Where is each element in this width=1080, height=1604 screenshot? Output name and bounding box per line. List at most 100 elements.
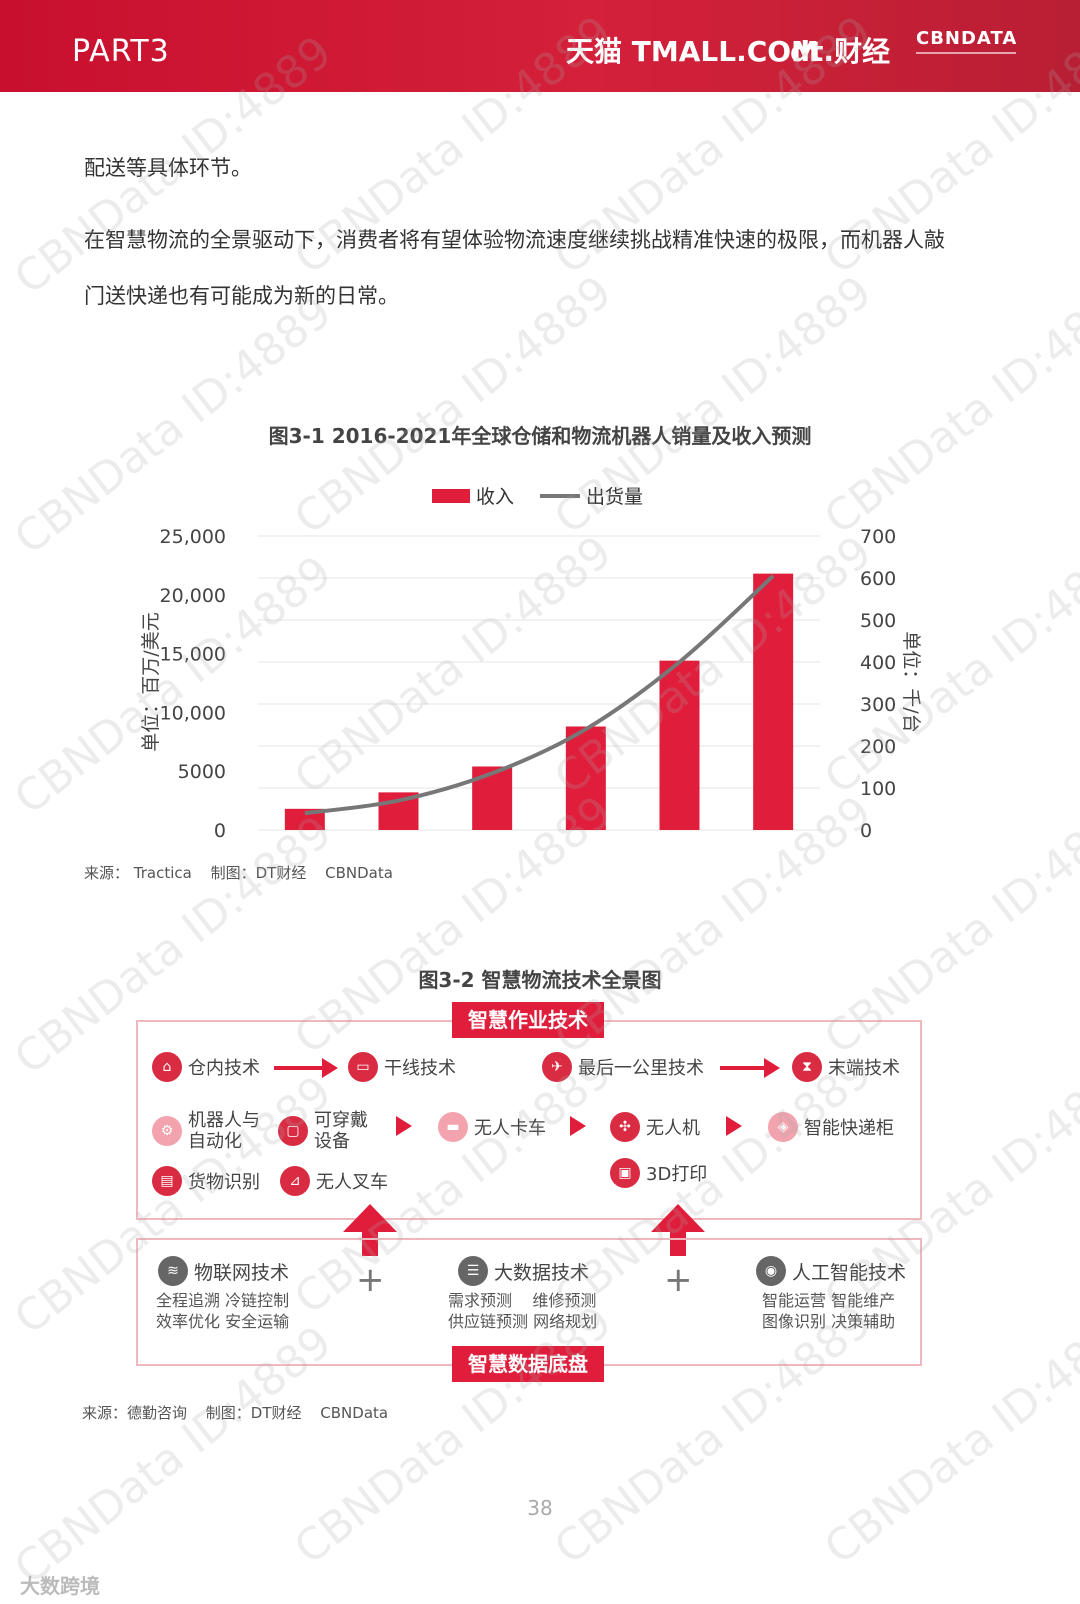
revenue-bar (472, 766, 513, 830)
robot-icon: ⚙ (152, 1116, 182, 1146)
arrow-warehouse-to-trunk (274, 1058, 338, 1078)
plus-sign-right: + (664, 1260, 693, 1300)
node-wearable-line1: 可穿戴 (314, 1110, 368, 1131)
bigdata-tech: ☰ 大数据技术 (458, 1256, 589, 1286)
y2-tick-label: 200 (860, 736, 896, 758)
node-wearable-line2: 设备 (314, 1131, 350, 1152)
iot-tech-items: 全程追溯 冷链控制 效率优化 安全运输 (156, 1290, 289, 1332)
y2-tick-label: 0 (860, 820, 872, 842)
line-layer (304, 574, 775, 816)
node-robotics-line2: 自动化 (188, 1131, 242, 1152)
revenue-bar (659, 660, 700, 830)
node-truck: ▬ 无人卡车 (438, 1112, 546, 1142)
legend-swatch-revenue (432, 488, 470, 503)
ticks-layer: 0 5000 10,000 15,000 20,000 25,000 0 100 200 300 4… (160, 526, 897, 842)
wearable-icon: ▢ (278, 1116, 308, 1146)
cbndata-logo-underline (916, 52, 1016, 54)
node-last-mile: ✈ 最后一公里技术 (542, 1052, 704, 1082)
paragraph-line-2: 在智慧物流的全景驱动下，消费者将有望体验物流速度继续挑战精准快速的极限，而机器人… (84, 228, 945, 252)
y2-tick-label: 700 (860, 526, 896, 548)
node-drone: ✣ 无人机 (610, 1112, 700, 1142)
y-tick-label: 20,000 (160, 585, 226, 607)
revenue-shipment-chart: 0 5000 10,000 15,000 20,000 25,000 0 100 200 300 4… (140, 526, 922, 842)
truck-icon: ▬ (438, 1112, 468, 1142)
node-trunk: ▭ 干线技术 (348, 1052, 456, 1082)
footer-logo: 大数跨境 (20, 1574, 100, 1598)
node-goods-id: ▤ 货物识别 (152, 1166, 260, 1196)
grid-layer (258, 535, 820, 831)
source2-origin: 来源：德勤咨询 (82, 1404, 188, 1422)
legend-label-shipments: 出货量 (586, 486, 644, 508)
node-goods-id-label: 货物识别 (188, 1172, 260, 1193)
dt-finance-logo: dt.财经 (790, 35, 891, 68)
ai-tech-item-1: 智能运营 智能维产 (762, 1291, 896, 1310)
monitor-icon: ▭ (348, 1052, 378, 1082)
node-forklift: ⊿ 无人叉车 (280, 1166, 388, 1196)
node-last-mile-label: 最后一公里技术 (578, 1058, 704, 1079)
drone-icon: ✣ (610, 1112, 640, 1142)
revenue-bar (753, 573, 794, 830)
bars-layer (284, 573, 794, 830)
iot-tech-title: 物联网技术 (194, 1261, 290, 1284)
arrow-wearable-to-truck (396, 1116, 412, 1136)
tmall-logo: 天猫 TMALL.COM (566, 35, 819, 68)
ai-tech: ◉ 人工智能技术 (756, 1256, 906, 1286)
source-partner: CBNData (325, 864, 393, 882)
figure1-title: 图3-1 2016-2021年全球仓储和物流机器人销量及收入预测 (268, 424, 812, 448)
y2-tick-label: 400 (860, 652, 896, 674)
ai-tech-item-2: 图像识别 决策辅助 (762, 1312, 896, 1331)
y2-tick-label: 500 (860, 610, 896, 632)
hourglass-icon: ⧗ (792, 1052, 822, 1082)
revenue-bar (565, 726, 606, 830)
y2-axis-label: 单位：千/台 (900, 631, 922, 732)
y2-tick-label: 600 (860, 568, 896, 590)
figure2-title: 图3-2 智慧物流技术全景图 (418, 968, 662, 992)
node-locker-label: 智能快递柜 (804, 1118, 894, 1139)
bigdata-tech-item-1: 需求预测 维修预测 (448, 1291, 597, 1310)
y2-tick-label: 100 (860, 778, 896, 800)
y-tick-label: 5000 (178, 761, 226, 783)
arrow-drone-to-locker (726, 1116, 742, 1136)
arrow-lastmile-to-terminal (720, 1058, 780, 1078)
box-icon: ▤ (152, 1166, 182, 1196)
paragraph-line-3: 门送快递也有可能成为新的日常。 (84, 284, 399, 308)
part-label: PART3 (72, 34, 170, 69)
iot-tech-item-2: 效率优化 安全运输 (156, 1312, 290, 1331)
node-robotics: ⚙ 机器人与 自动化 (152, 1110, 260, 1152)
node-wearable: ▢ 可穿戴 设备 (278, 1110, 368, 1152)
source2-partner: CBNData (320, 1404, 389, 1422)
node-warehouse: ⌂ 仓内技术 (152, 1052, 260, 1082)
data-platform-tag: 智慧数据底盘 (452, 1346, 604, 1382)
legend-label-revenue: 收入 (476, 486, 515, 508)
revenue-bar (284, 808, 325, 830)
ai-tech-items: 智能运营 智能维产 图像识别 决策辅助 (762, 1290, 895, 1332)
y-tick-label: 0 (214, 820, 226, 842)
node-3d-print: ▣ 3D打印 (610, 1158, 707, 1188)
arrow-truck-to-drone (570, 1116, 586, 1136)
page-number: 38 (527, 1496, 553, 1520)
y-tick-label: 10,000 (160, 702, 226, 724)
forklift-icon: ⊿ (280, 1166, 310, 1196)
node-drone-label: 无人机 (646, 1118, 700, 1139)
y-tick-label: 25,000 (160, 526, 226, 548)
bigdata-tech-item-2: 供应链预测 网络规划 (448, 1312, 598, 1331)
node-warehouse-label: 仓内技术 (188, 1058, 260, 1079)
wifi-icon: ≋ (158, 1256, 188, 1286)
operation-tech-tag: 智慧作业技术 (452, 1002, 604, 1038)
brain-icon: ◉ (756, 1256, 786, 1286)
paragraph-line-1: 配送等具体环节。 (84, 156, 252, 180)
source-maker: 制图：DT财经 (210, 864, 307, 882)
bigdata-tech-items: 需求预测 维修预测 供应链预测 网络规划 (448, 1290, 597, 1332)
cbndata-logo: CBNDATA (916, 28, 1018, 49)
node-terminal-label: 末端技术 (828, 1058, 900, 1079)
iot-tech: ≋ 物联网技术 (158, 1256, 289, 1286)
locker-icon: ◈ (768, 1112, 798, 1142)
y-tick-label: 15,000 (160, 644, 226, 666)
bigdata-tech-title: 大数据技术 (494, 1261, 590, 1284)
node-robotics-line1: 机器人与 (188, 1110, 260, 1131)
shipment-line (304, 574, 775, 816)
node-terminal: ⧗ 末端技术 (792, 1052, 900, 1082)
plus-sign-left: + (356, 1260, 385, 1300)
database-icon: ☰ (458, 1256, 488, 1286)
legend-swatch-shipments (540, 493, 581, 498)
